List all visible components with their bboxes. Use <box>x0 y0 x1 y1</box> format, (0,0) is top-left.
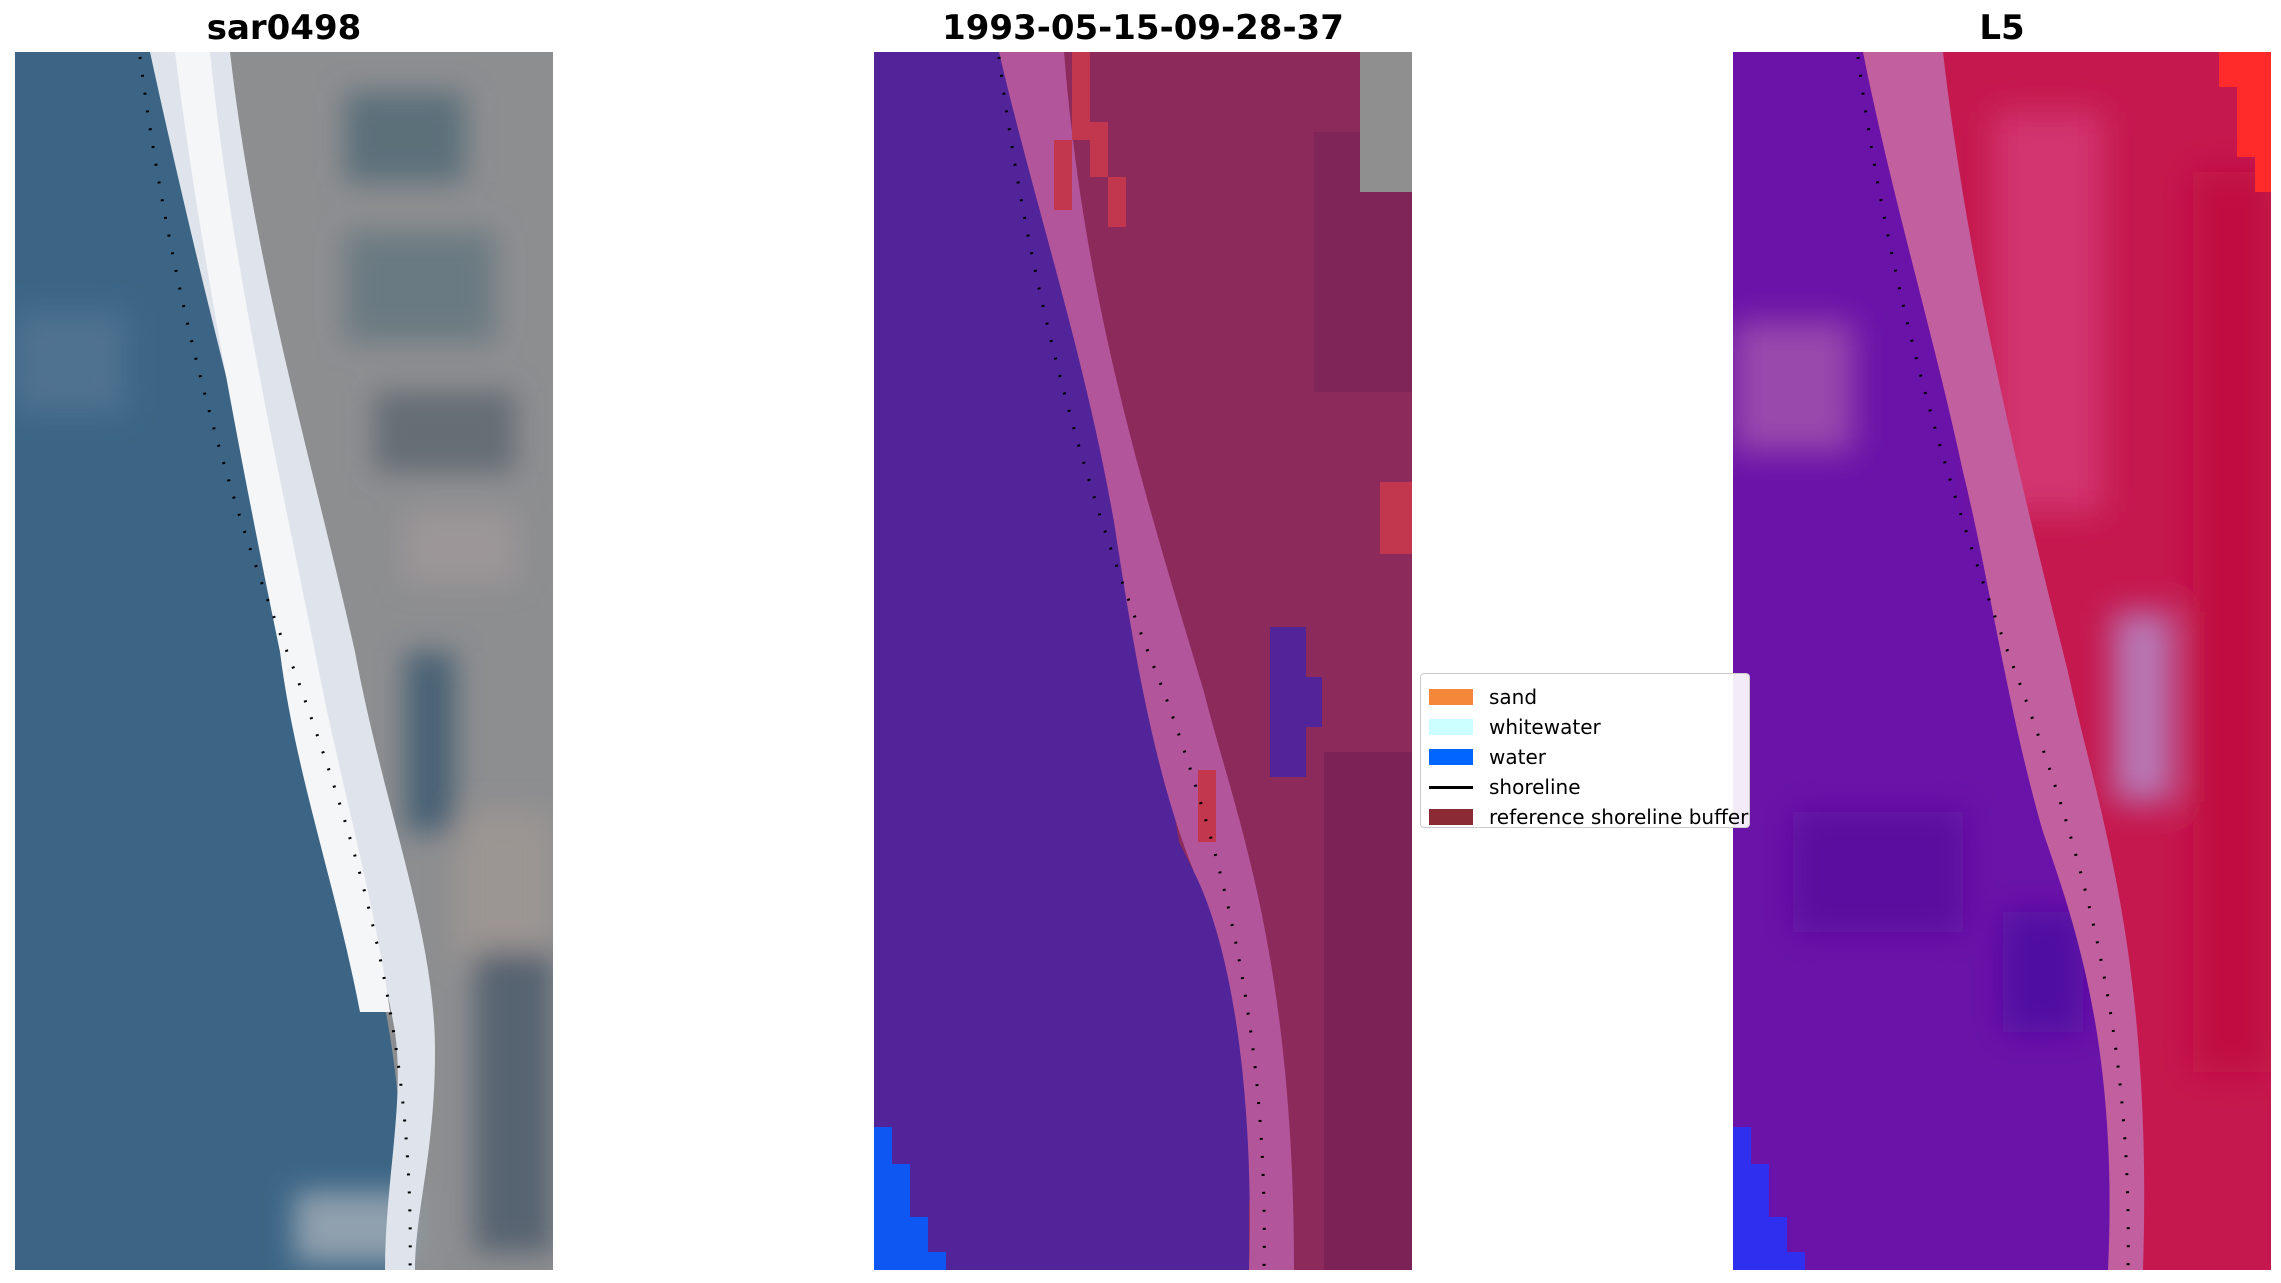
legend-label: reference shoreline buffer <box>1489 805 1749 828</box>
legend-item-reference-shoreline-buffer: reference shoreline buffer <box>1429 804 1749 828</box>
legend-label: water <box>1489 745 1546 769</box>
legend-item-shoreline: shoreline <box>1429 774 1581 800</box>
legend-item-water: water <box>1429 744 1546 770</box>
whitewater-swatch <box>1429 719 1473 735</box>
shoreline-line-icon <box>1429 785 1473 789</box>
legend-item-sand: sand <box>1429 684 1537 710</box>
panel-title: L5 <box>1979 8 2025 48</box>
legend-label: whitewater <box>1489 715 1601 739</box>
sand-swatch <box>1429 689 1473 705</box>
legend-label: shoreline <box>1489 775 1581 799</box>
water-swatch <box>1429 749 1473 765</box>
legend-item-whitewater: whitewater <box>1429 714 1601 740</box>
legend: sand whitewater water shoreline referenc… <box>1420 673 1750 828</box>
buffer-swatch <box>1429 809 1473 825</box>
classification-image <box>874 52 1412 1270</box>
legend-label: sand <box>1489 685 1538 709</box>
rgb-image <box>15 52 553 1270</box>
panel-title: sar0498 <box>206 8 362 48</box>
l5-image <box>1733 52 2271 1270</box>
panel-title: 1993-05-15-09-28-37 <box>942 8 1344 48</box>
